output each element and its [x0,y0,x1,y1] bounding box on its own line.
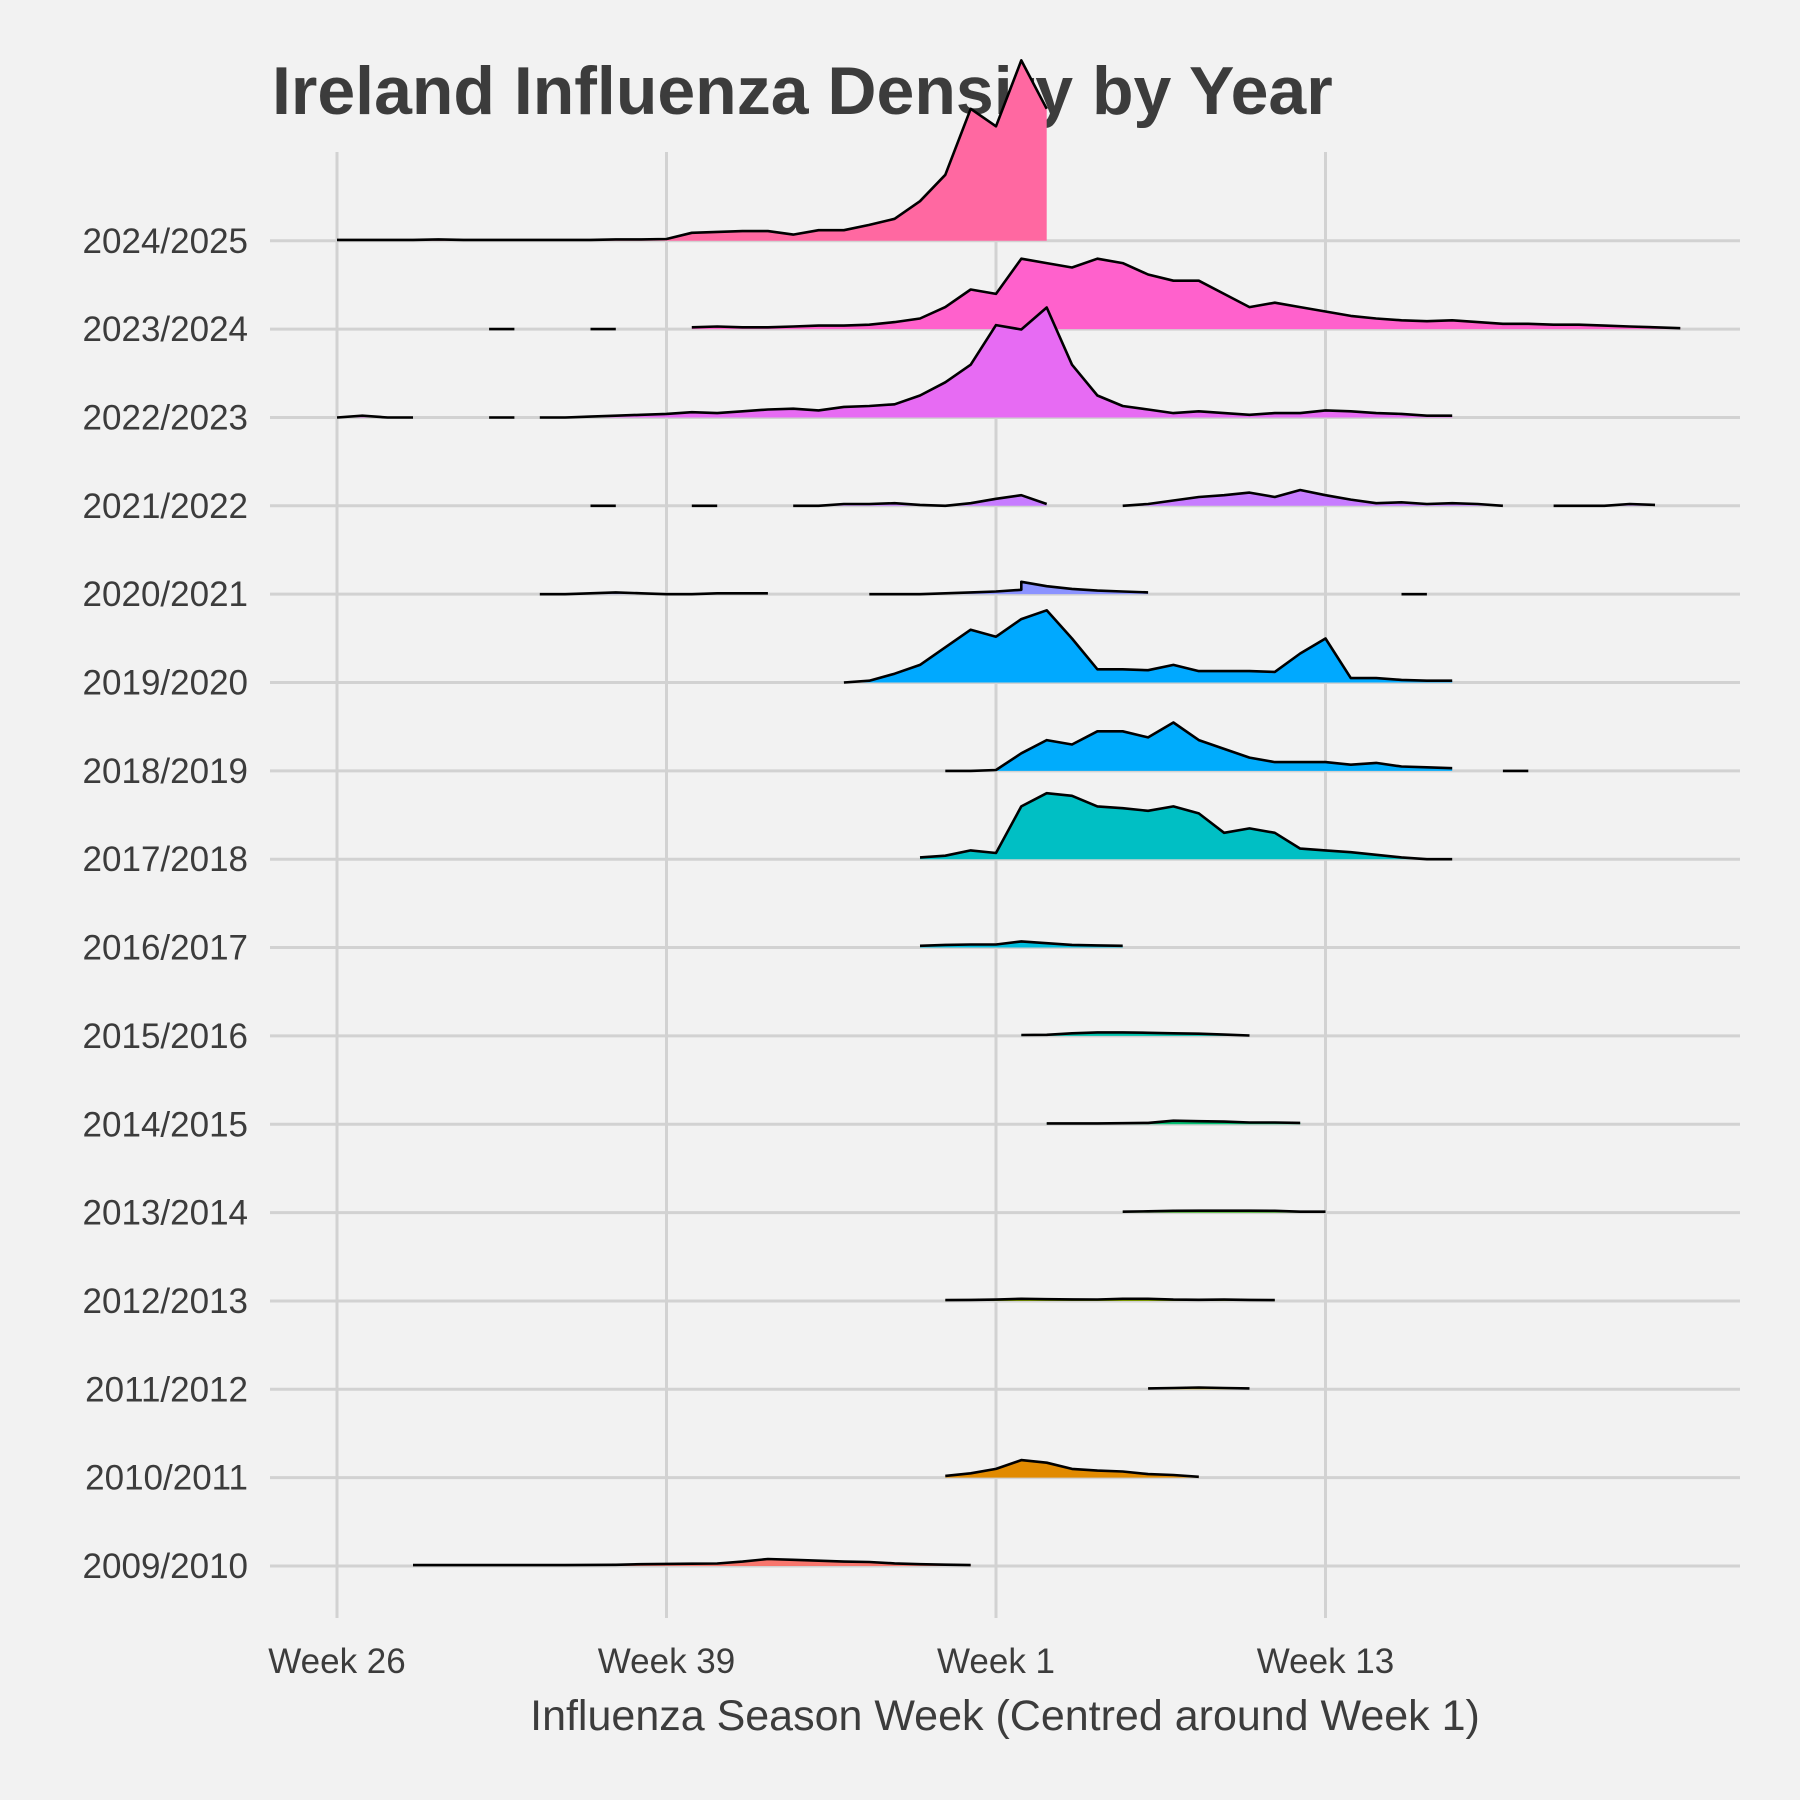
y-tick-label: 2009/2010 [83,1547,248,1586]
ridge-2020-2021 [539,580,1427,596]
ridge-area [869,581,1149,595]
ridge-area [413,1559,971,1566]
x-axis-label: Influenza Season Week (Centred around We… [530,1692,1480,1740]
y-tick-label: 2022/2023 [83,398,248,437]
ridge-area [920,793,1453,860]
x-tick-label: Week 1 [937,1642,1055,1681]
ridge-2012-2013 [945,1297,1275,1302]
x-tick-labels: Week 26 Week 39 Week 1 Week 13 [268,1642,1394,1681]
ridge-2016-2017 [919,940,1123,948]
y-tick-label: 2011/2012 [85,1370,248,1409]
ridge-area [691,258,1681,330]
y-tick-label: 2024/2025 [83,222,248,261]
ridge-line [919,940,1123,948]
ridge-2011-2012 [1148,1386,1250,1390]
ridge-line [1122,488,1503,508]
ridge-2021-2022 [590,488,1656,508]
y-tick-labels: 2009/2010 2010/2011 2011/2012 2012/2013 2013… [83,222,248,1586]
ridge-line [336,414,413,419]
ridge-line [1553,502,1656,508]
ridge-2015-2016 [1021,1031,1250,1037]
y-tick-label: 2020/2021 [83,575,248,614]
y-tick-label: 2010/2011 [85,1459,248,1498]
ridge-line [945,1297,1275,1302]
y-tick-label: 2017/2018 [83,840,248,879]
ridge-line [793,493,1048,508]
ridge-line [1046,1119,1301,1125]
ridge-line [1021,1031,1250,1037]
chart-title: Ireland Influenza Density by Year [272,53,1333,129]
y-tick-label: 2019/2020 [83,664,248,703]
x-tick-label: Week 13 [1257,1642,1395,1681]
ridge-2018-2019 [945,721,1529,773]
ridge-2017-2018 [919,791,1453,861]
ridge-line [1148,1386,1250,1390]
ridge-area [539,307,1453,418]
ridge-line [1122,1209,1326,1213]
ridge-line [539,306,1453,419]
ridge-line [945,1458,1199,1479]
ridge-area [1122,490,1503,506]
ridge-line [945,721,1453,773]
ridge-line [413,1557,971,1567]
y-tick-label: 2012/2013 [83,1282,248,1321]
ridge-area [843,610,1453,683]
ridge-2022-2023 [336,306,1453,419]
ridge-2009-2010 [413,1557,971,1567]
y-tick-label: 2021/2022 [83,487,248,526]
ridge-line [919,791,1453,861]
ridge-line [539,591,768,596]
ridge-line [337,59,1048,242]
x-tick-label: Week 26 [268,1642,406,1681]
y-tick-label: 2018/2019 [83,752,248,791]
x-tick-label: Week 39 [598,1642,736,1681]
ridge-2013-2014 [1122,1209,1326,1213]
ridge-2024-2025 [337,59,1048,242]
y-tick-label: 2015/2016 [83,1017,248,1056]
ridge-2019-2020 [843,609,1453,684]
ridge-line [843,609,1453,684]
y-tick-label: 2016/2017 [83,929,248,968]
ridge-area [793,495,1047,506]
ridge-2010-2011 [945,1458,1199,1479]
ridge-area [945,722,1453,771]
ridge-2023-2024 [489,257,1681,331]
y-tick-label: 2013/2014 [83,1194,248,1233]
ridge-2014-2015 [1046,1119,1301,1125]
ridge-line [869,580,1149,596]
y-tick-label: 2014/2015 [83,1105,248,1144]
y-tick-label: 2023/2024 [83,310,248,349]
ridge-area [337,60,1047,241]
ridge-line [691,257,1681,330]
ridges [336,59,1681,1567]
